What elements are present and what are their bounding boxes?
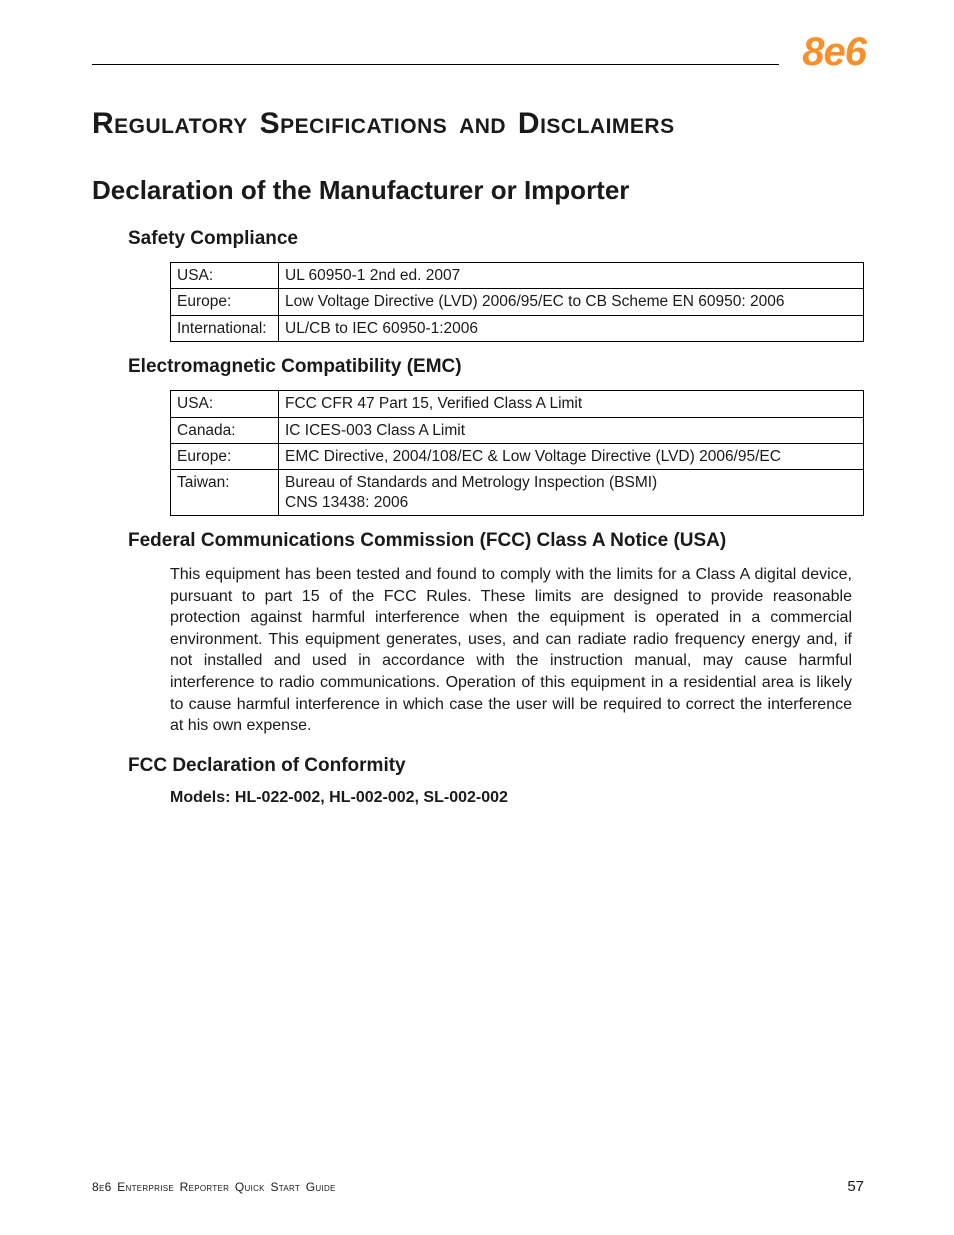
fcc-notice-body: This equipment has been tested and found… [170, 564, 852, 737]
region-cell: Taiwan: [171, 470, 279, 516]
page-footer: 8e6 Enterprise Reporter Quick Start Guid… [92, 1178, 864, 1195]
spec-cell: IC ICES-003 Class A Limit [279, 417, 864, 443]
header-rule [92, 64, 779, 65]
table-row: USA: FCC CFR 47 Part 15, Verified Class … [171, 391, 864, 417]
fcc-notice-heading: Federal Communications Commission (FCC) … [128, 530, 864, 552]
section-title: Declaration of the Manufacturer or Impor… [92, 175, 864, 206]
fcc-declaration-heading: FCC Declaration of Conformity [128, 755, 864, 777]
footer-title: 8e6 Enterprise Reporter Quick Start Guid… [92, 1180, 336, 1194]
table-row: USA: UL 60950-1 2nd ed. 2007 [171, 263, 864, 289]
region-cell: International: [171, 315, 279, 341]
spec-cell: EMC Directive, 2004/108/EC & Low Voltage… [279, 443, 864, 469]
page-title: Regulatory Specifications and Disclaimer… [92, 107, 864, 141]
spec-cell: UL 60950-1 2nd ed. 2007 [279, 263, 864, 289]
region-cell: Canada: [171, 417, 279, 443]
table-row: Europe: EMC Directive, 2004/108/EC & Low… [171, 443, 864, 469]
spec-cell: Bureau of Standards and Metrology Inspec… [279, 470, 864, 516]
spec-cell: UL/CB to IEC 60950-1:2006 [279, 315, 864, 341]
table-row: International: UL/CB to IEC 60950-1:2006 [171, 315, 864, 341]
spec-cell: Low Voltage Directive (LVD) 2006/95/EC t… [279, 289, 864, 315]
models-line: Models: HL-022-002, HL-002-002, SL-002-0… [170, 789, 864, 807]
brand-logo: 8e6 [802, 30, 866, 75]
safety-heading: Safety Compliance [128, 228, 864, 250]
region-cell: USA: [171, 263, 279, 289]
region-cell: Europe: [171, 289, 279, 315]
region-cell: Europe: [171, 443, 279, 469]
region-cell: USA: [171, 391, 279, 417]
safety-table: USA: UL 60950-1 2nd ed. 2007 Europe: Low… [170, 262, 864, 342]
table-row: Taiwan: Bureau of Standards and Metrolog… [171, 470, 864, 516]
table-row: Europe: Low Voltage Directive (LVD) 2006… [171, 289, 864, 315]
emc-heading: Electromagnetic Compatibility (EMC) [128, 356, 864, 378]
table-row: Canada: IC ICES-003 Class A Limit [171, 417, 864, 443]
spec-cell: FCC CFR 47 Part 15, Verified Class A Lim… [279, 391, 864, 417]
footer-page-number: 57 [847, 1178, 864, 1195]
emc-table: USA: FCC CFR 47 Part 15, Verified Class … [170, 390, 864, 516]
